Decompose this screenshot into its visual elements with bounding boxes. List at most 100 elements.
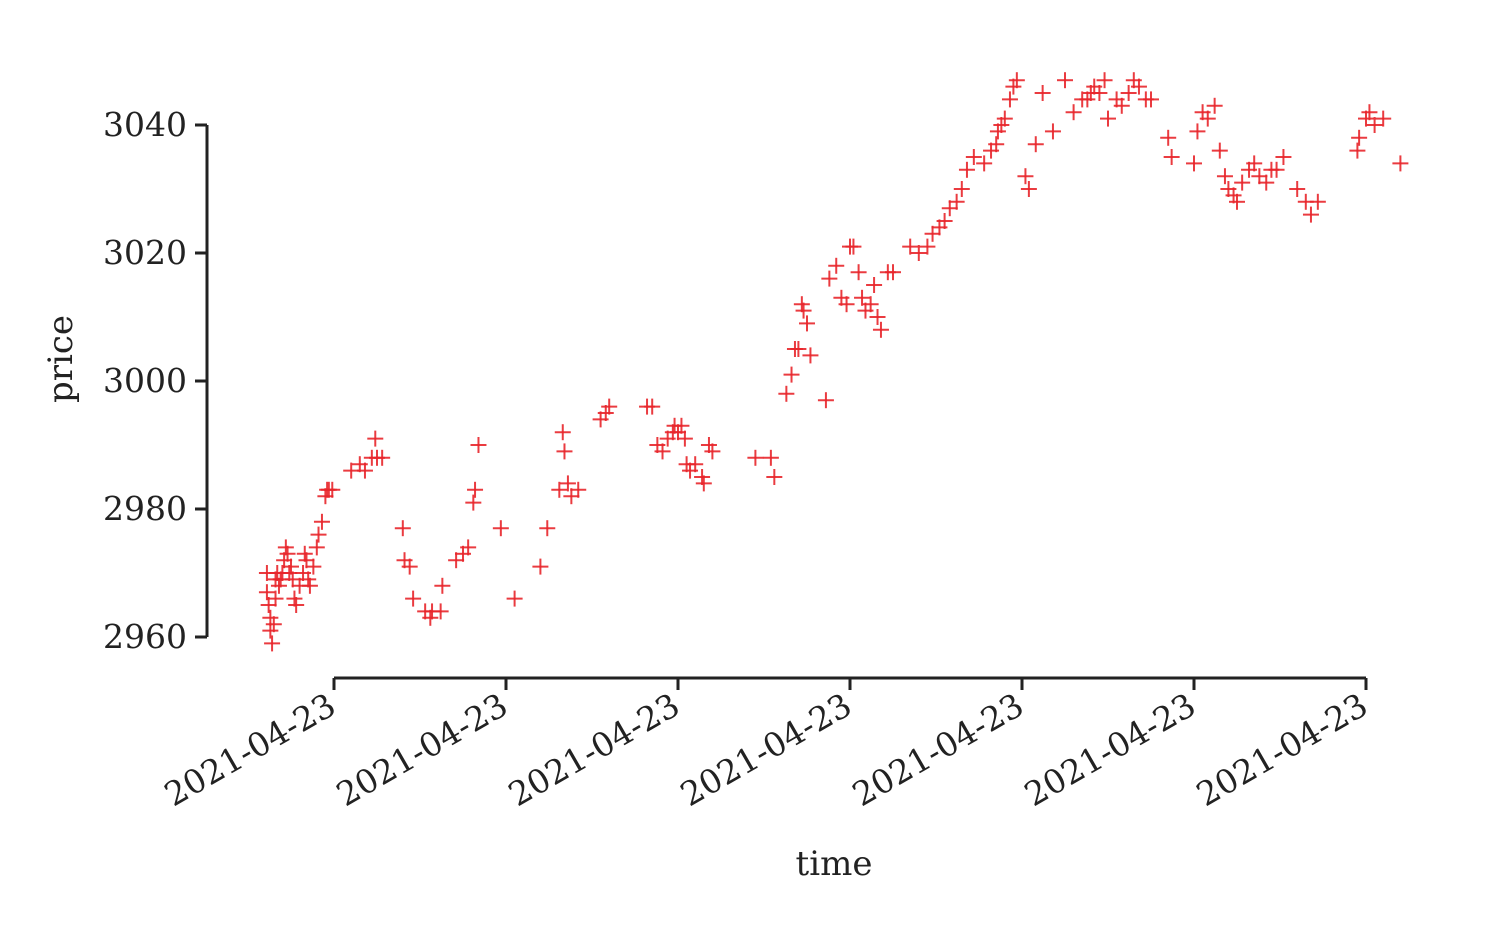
x-tick-label: 2021-04-23	[674, 685, 858, 814]
data-point	[310, 526, 327, 543]
data-point	[676, 430, 693, 447]
y-axis: 2960 2980 3000 3020 3040	[103, 105, 209, 656]
data-point	[264, 635, 281, 652]
data-point	[300, 571, 317, 588]
x-tick-label: 2021-04-23	[330, 685, 514, 814]
data-point	[747, 449, 764, 466]
data-point	[802, 347, 819, 364]
data-point	[1275, 149, 1292, 165]
data-point	[367, 430, 384, 447]
data-point	[1027, 136, 1044, 153]
data-point	[356, 462, 373, 479]
data-point	[988, 136, 1005, 153]
data-point	[1234, 174, 1251, 191]
data-point	[1189, 123, 1206, 140]
data-point	[284, 571, 301, 588]
x-tick-label: 2021-04-23	[1190, 685, 1374, 814]
data-point	[1008, 72, 1025, 89]
data-point	[1100, 110, 1116, 127]
data-point	[432, 603, 449, 620]
data-point	[1065, 104, 1082, 121]
data-point	[695, 475, 712, 492]
data-point	[422, 609, 439, 626]
data-point	[1216, 168, 1233, 185]
data-point	[1120, 85, 1137, 101]
data-point	[1017, 168, 1034, 185]
data-point	[506, 590, 523, 607]
x-tick-label: 2021-04-23	[1018, 685, 1202, 814]
data-point	[821, 270, 838, 287]
data-point	[783, 366, 800, 383]
data-point	[265, 616, 282, 633]
data-point	[1289, 181, 1306, 197]
data-point	[850, 264, 867, 281]
data-point	[936, 213, 953, 229]
data-point	[492, 520, 509, 537]
y-tick-label: 2980	[103, 489, 187, 528]
data-point	[1005, 78, 1022, 95]
data-point	[910, 245, 927, 261]
data-point	[766, 469, 783, 485]
data-point	[448, 552, 465, 569]
data-point	[262, 622, 279, 639]
data-point	[260, 597, 277, 613]
data-point	[670, 424, 686, 441]
data-point	[467, 481, 484, 498]
data-point	[694, 469, 711, 485]
y-tick-label: 3000	[103, 361, 187, 400]
data-point	[601, 398, 618, 415]
data-point	[563, 488, 580, 505]
data-point	[405, 590, 422, 607]
data-point	[1375, 110, 1392, 127]
data-point	[902, 238, 919, 255]
data-point	[941, 200, 958, 217]
data-point	[1351, 129, 1368, 146]
data-point	[401, 558, 418, 575]
data-point	[465, 494, 482, 511]
data-point	[1358, 110, 1374, 127]
data-point	[790, 341, 807, 357]
data-point	[1229, 193, 1245, 210]
data-point	[1034, 85, 1051, 101]
data-point	[460, 539, 477, 556]
data-point	[279, 545, 296, 562]
data-point	[394, 520, 411, 537]
x-axis: 2021-04-232021-04-232021-04-232021-04-23…	[158, 676, 1374, 814]
x-tick-label: 2021-04-23	[158, 685, 342, 814]
data-point	[277, 539, 294, 556]
data-point	[267, 590, 284, 607]
data-point	[817, 392, 834, 409]
data-point	[1079, 91, 1096, 108]
data-point	[1251, 168, 1268, 185]
data-point	[687, 456, 704, 473]
data-point	[559, 475, 576, 492]
data-point	[866, 277, 883, 293]
data-point	[1020, 181, 1037, 197]
data-point	[270, 577, 287, 594]
data-point	[305, 558, 322, 575]
data-point	[374, 449, 391, 466]
data-points	[258, 72, 1409, 652]
data-point	[343, 462, 360, 479]
data-point	[1163, 149, 1180, 165]
data-point	[958, 161, 975, 178]
data-point	[283, 558, 299, 575]
data-point	[793, 296, 810, 313]
data-point	[1130, 78, 1147, 95]
data-point	[828, 257, 845, 274]
data-point	[1091, 85, 1108, 101]
data-point	[778, 385, 795, 402]
data-point	[919, 238, 936, 255]
data-point	[1186, 155, 1202, 172]
y-tick-label: 3040	[103, 105, 187, 144]
data-point	[313, 513, 330, 530]
data-point	[551, 481, 568, 498]
data-point	[1258, 174, 1275, 191]
data-point	[996, 110, 1013, 127]
data-point	[924, 225, 941, 242]
data-point	[1349, 142, 1366, 159]
data-point	[597, 405, 614, 421]
y-axis-title: price	[41, 315, 81, 403]
data-point	[838, 296, 855, 313]
